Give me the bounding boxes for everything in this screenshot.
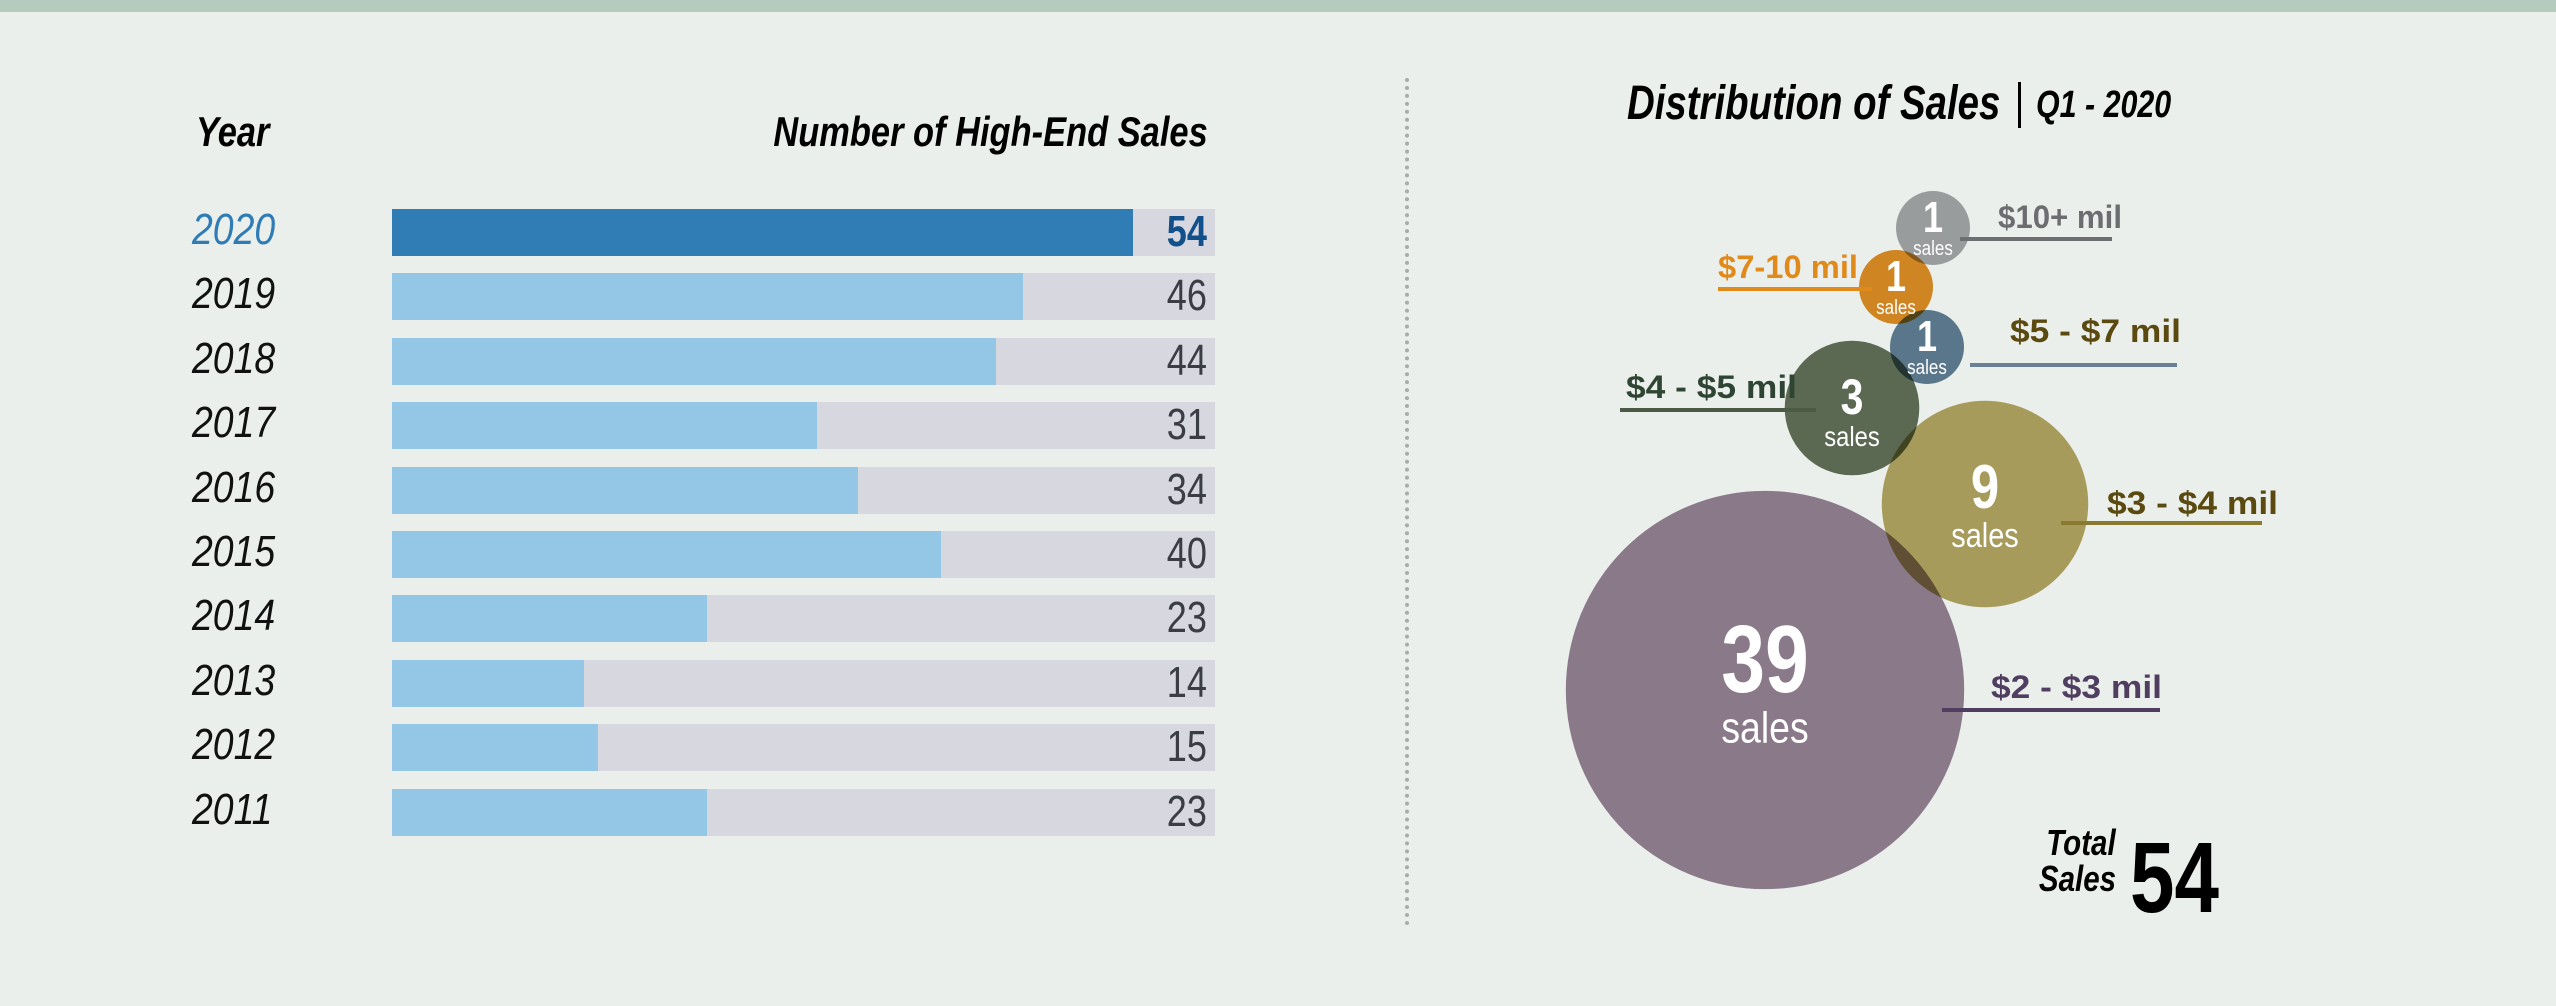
bubble-unit-label: sales <box>1824 420 1880 452</box>
bar <box>392 209 1133 256</box>
bar-value-label: 46 <box>1166 271 1207 321</box>
sales-column-header: Number of High-End Sales <box>773 108 1208 155</box>
bar-value-label: 40 <box>1166 529 1207 578</box>
year-label: 2016 <box>192 462 276 512</box>
bar-track: 46 <box>392 271 1215 321</box>
bar-row: 2014 23 <box>0 591 1300 643</box>
bubble-category-label: $10+ mil <box>1998 199 2122 235</box>
bar-value-label: 34 <box>1166 464 1207 514</box>
top-accent-band <box>0 0 2556 12</box>
bar <box>392 595 708 643</box>
bar-row: 2018 44 <box>0 334 1300 385</box>
title-separator <box>2018 82 2021 128</box>
bar <box>392 273 1023 321</box>
bar-track: 34 <box>392 464 1215 514</box>
bubble <box>1881 400 2089 608</box>
bubble-unit-label: sales <box>1913 237 1953 260</box>
bubble-category-label: $3 - $4 mil <box>2107 485 2278 521</box>
bar-track: 23 <box>392 593 1215 643</box>
bar-value-label: 54 <box>1166 207 1207 256</box>
bar-value-label: 14 <box>1166 657 1207 707</box>
year-label: 2011 <box>192 784 273 834</box>
bubble <box>1890 310 1964 384</box>
bar-row: 2020 54 <box>0 205 1300 256</box>
bar-row: 2015 40 <box>0 527 1300 578</box>
bar-track: 54 <box>392 207 1215 256</box>
bubble-value: 39 <box>1721 606 1809 713</box>
bubble-category-label: $2 - $3 mil <box>1991 669 2162 705</box>
bar-track: 31 <box>392 400 1215 450</box>
year-label: 2012 <box>192 720 276 770</box>
bar-row: 2019 46 <box>0 269 1300 321</box>
bar-value-label: 15 <box>1166 722 1207 772</box>
bubble-value: 3 <box>1841 369 1864 425</box>
panel-divider <box>1405 78 1409 926</box>
bar <box>392 724 598 772</box>
bar-row: 2011 23 <box>0 785 1300 836</box>
bar-row: 2012 15 <box>0 720 1300 772</box>
bubble-value: 1 <box>1886 252 1906 301</box>
year-label: 2015 <box>192 527 276 576</box>
bubble-category-label: $5 - $7 mil <box>2010 313 2181 349</box>
bar-track: 44 <box>392 335 1215 385</box>
year-label: 2017 <box>192 398 276 448</box>
bar-track: 14 <box>392 657 1215 707</box>
bubble <box>1896 191 1970 265</box>
year-label: 2020 <box>192 205 276 254</box>
bar-row: 2017 31 <box>0 398 1300 450</box>
bubble-unit-label: sales <box>1876 296 1916 319</box>
total-label-line2: Sales <box>2038 858 2116 899</box>
bubble-unit-label: sales <box>1951 516 2018 555</box>
bar-value-label: 23 <box>1166 786 1207 836</box>
bar-row: 2016 34 <box>0 463 1300 514</box>
bar <box>392 531 941 578</box>
total-label-line1: Total <box>2046 822 2116 863</box>
year-label: 2018 <box>192 333 276 383</box>
bar-value-label: 44 <box>1166 335 1207 385</box>
bubble-value: 1 <box>1923 193 1943 242</box>
year-label: 2013 <box>192 655 276 705</box>
bubble-unit-label: sales <box>1721 703 1808 753</box>
bar <box>392 788 708 836</box>
bar-row: 2013 14 <box>0 656 1300 707</box>
bar-track: 15 <box>392 722 1215 772</box>
year-label: 2019 <box>192 269 276 319</box>
bubble-category-label: $7-10 mil <box>1718 249 1858 285</box>
bubble-value: 1 <box>1917 312 1937 361</box>
bar <box>392 466 859 514</box>
bubble-value: 9 <box>1971 453 1999 522</box>
bubble <box>1859 250 1933 324</box>
bubble <box>1565 490 1965 890</box>
bar-value-label: 31 <box>1166 400 1207 450</box>
year-column-header: Year <box>196 108 270 155</box>
distribution-subtitle: Q1 - 2020 <box>2036 84 2172 126</box>
bubble-category-label: $4 - $5 mil <box>1626 369 1797 405</box>
bar <box>392 337 996 385</box>
bar-value-label: 23 <box>1166 593 1207 643</box>
bubble <box>1784 340 1920 476</box>
year-label: 2014 <box>192 591 276 641</box>
distribution-title: Distribution of Sales <box>1627 77 2001 130</box>
bar-track: 40 <box>392 529 1215 578</box>
total-sales-value: 54 <box>2130 822 2219 934</box>
bar-track: 23 <box>392 786 1215 836</box>
bar <box>392 402 818 450</box>
bubble-unit-label: sales <box>1907 356 1947 379</box>
bar <box>392 659 585 707</box>
